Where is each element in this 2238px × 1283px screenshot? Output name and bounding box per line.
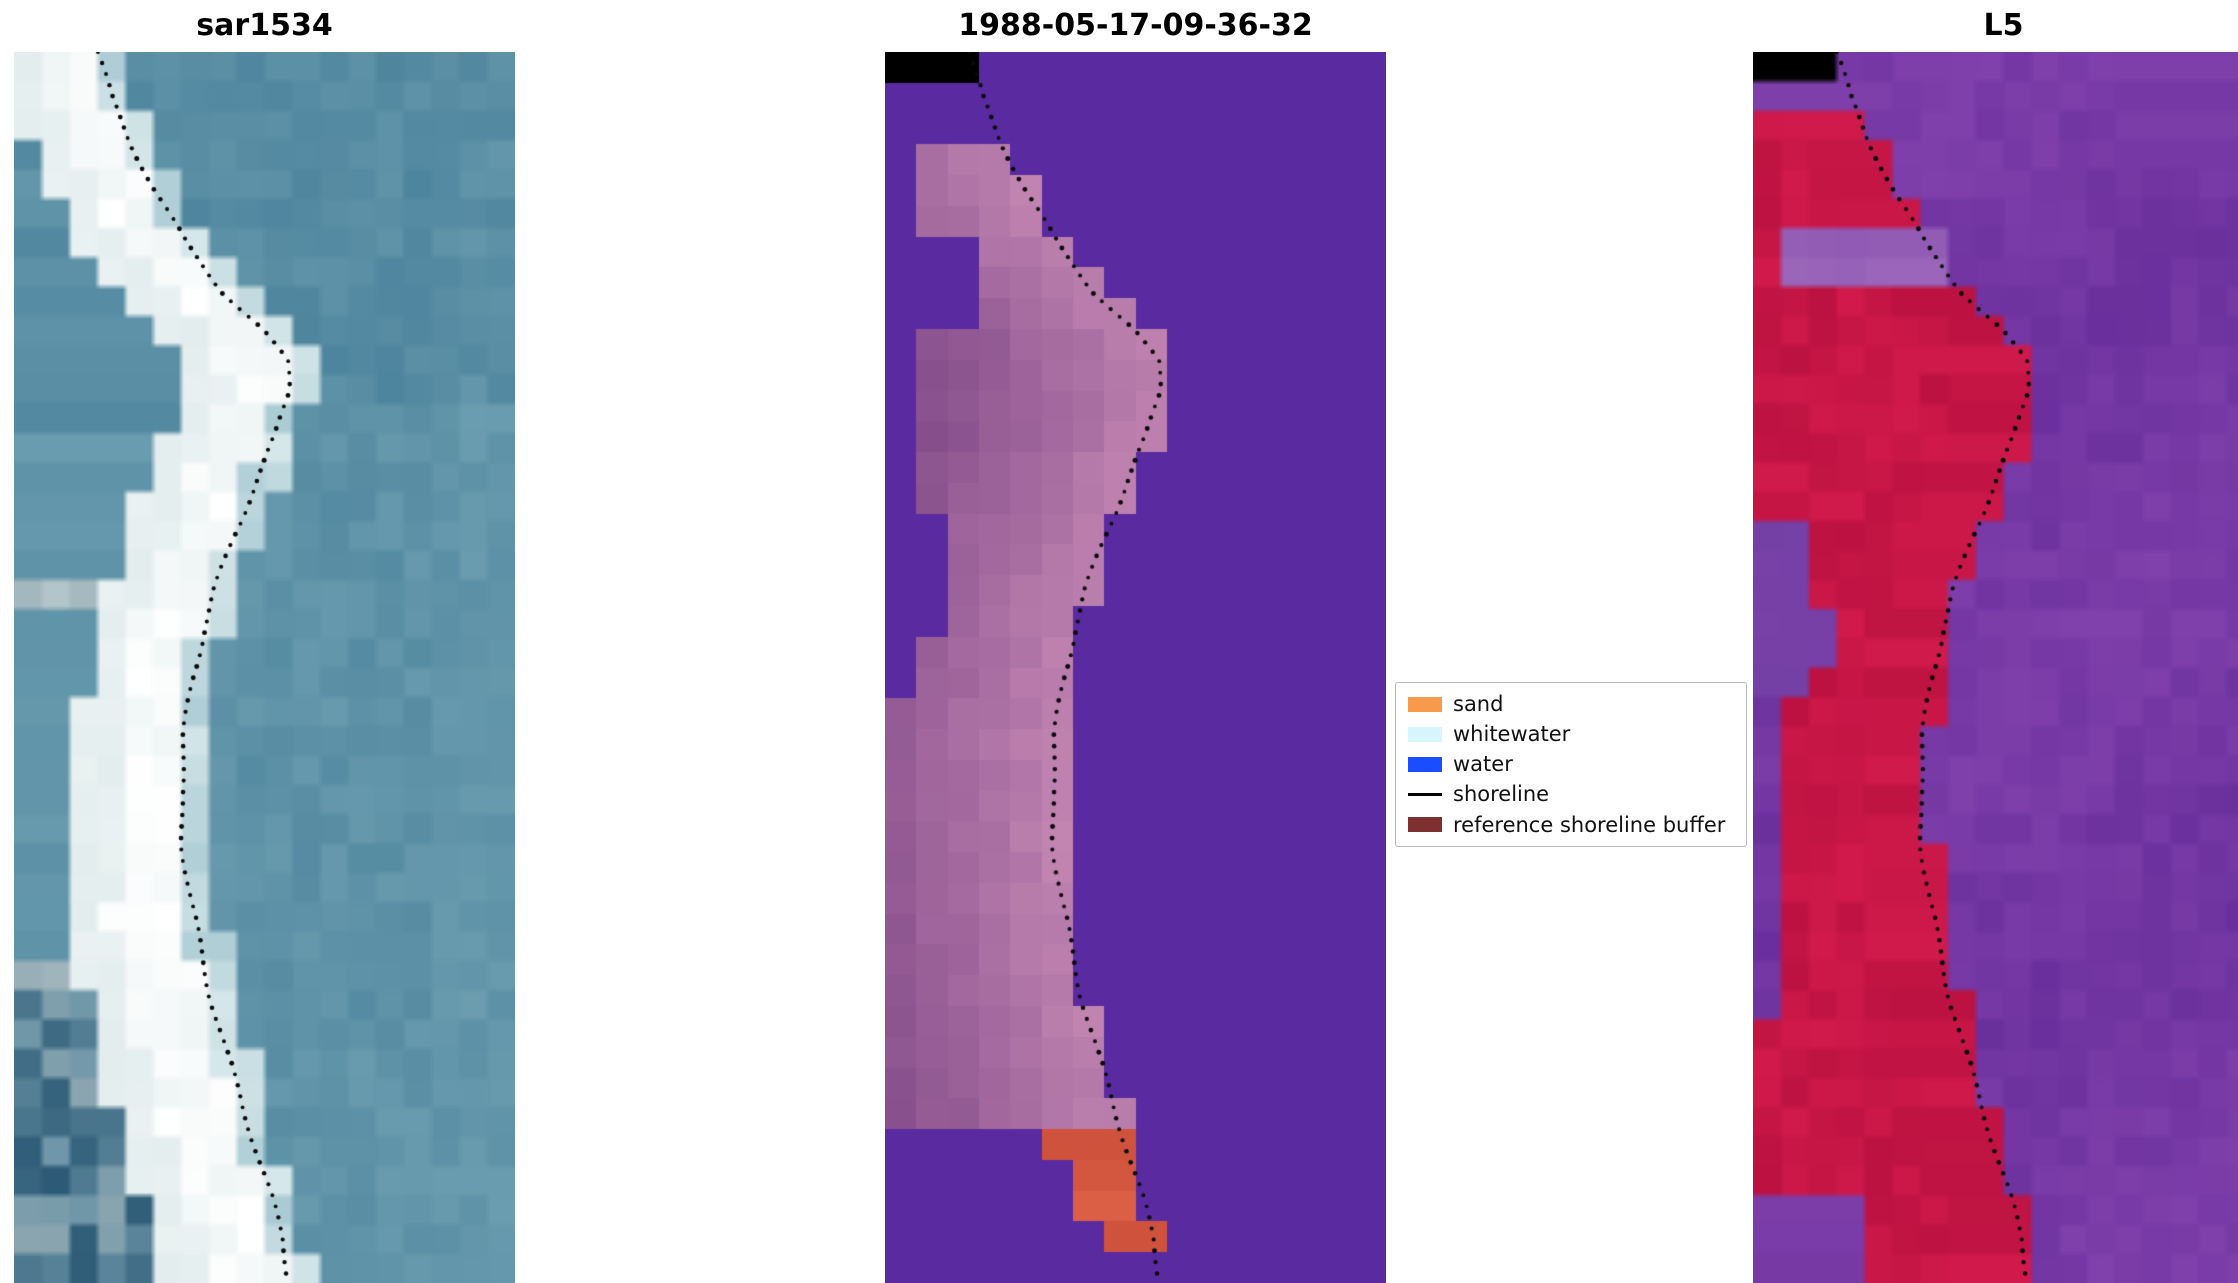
legend-label-shoreline: shoreline — [1453, 782, 1550, 807]
legend-item-whitewater: whitewater — [1408, 722, 1734, 746]
l5-image — [1753, 52, 2238, 1283]
legend-label-reference-shoreline-buffer: reference shoreline buffer — [1453, 812, 1726, 837]
legend-swatch-whitewater — [1408, 726, 1442, 742]
legend-label-whitewater: whitewater — [1453, 722, 1571, 747]
legend-item-shoreline: shoreline — [1408, 782, 1734, 806]
sar-image — [14, 52, 515, 1283]
legend-label-sand: sand — [1453, 692, 1504, 716]
legend-item-reference-shoreline-buffer: reference shoreline buffer — [1408, 813, 1734, 837]
legend-swatch-sand — [1408, 696, 1442, 712]
panel-title-l5: L5 — [1983, 8, 2024, 43]
legend-swatch-water — [1408, 756, 1442, 772]
legend-swatch-shoreline — [1408, 787, 1442, 802]
legend-label-water: water — [1453, 752, 1513, 777]
classified-image — [885, 52, 1386, 1283]
legend-swatch-reference-shoreline-buffer — [1408, 817, 1442, 833]
legend: sand whitewater water shoreline reference sh… — [1395, 682, 1747, 847]
panel-title-sar: sar1534 — [196, 8, 333, 43]
legend-item-water: water — [1408, 752, 1734, 776]
panel-title-classified-date: 1988-05-17-09-36-32 — [958, 8, 1313, 43]
legend-item-sand: sand — [1408, 692, 1734, 716]
legend-line-swatch — [1408, 792, 1442, 796]
